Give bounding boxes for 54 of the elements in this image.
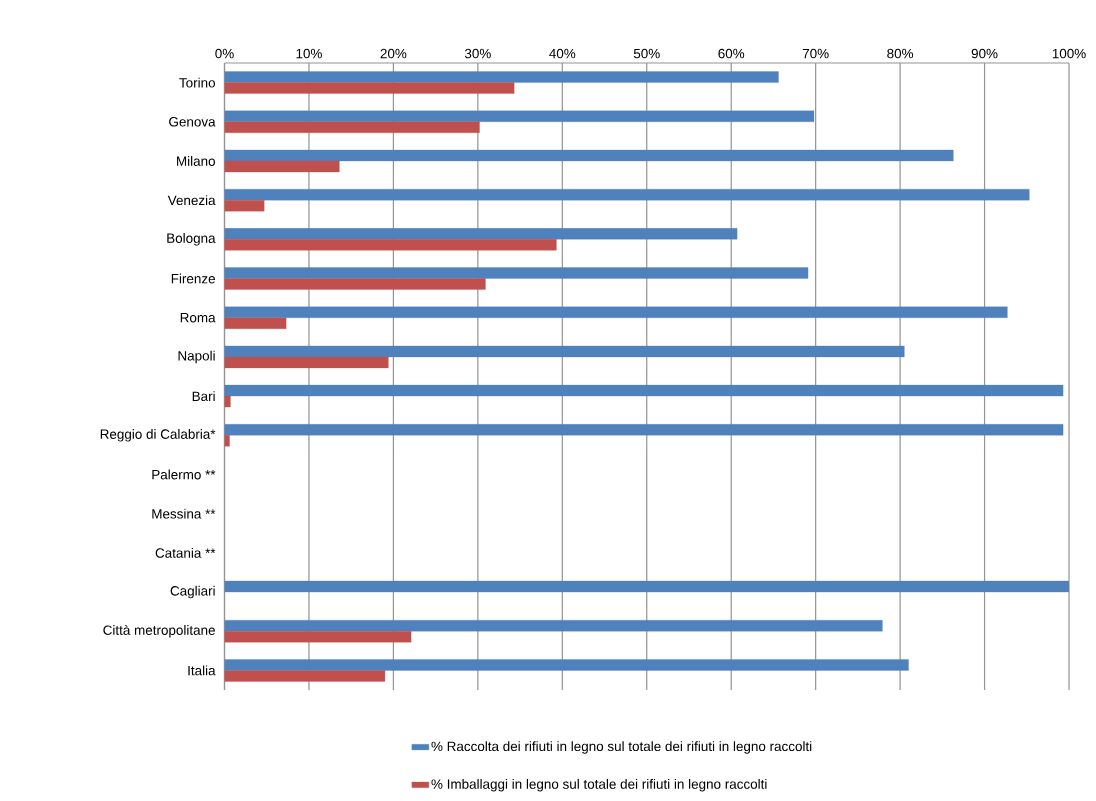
y-tick-label: Milano — [177, 156, 215, 166]
x-tick-label: 70% — [802, 48, 829, 59]
legend-label: % Imballaggi in legno sul totale dei rifiuti in legno raccolti — [431, 778, 767, 792]
x-tick-label: 30% — [464, 48, 491, 59]
bar — [224, 659, 909, 671]
y-tick-label: Palermo ** — [152, 469, 216, 480]
bar — [224, 110, 815, 122]
bar — [224, 278, 486, 290]
bar — [224, 71, 779, 83]
y-tick-label: Italia — [188, 665, 216, 676]
bar — [224, 317, 287, 329]
x-tick-label: 40% — [549, 48, 576, 59]
bar — [224, 345, 905, 358]
bar — [224, 121, 480, 133]
bar — [224, 189, 1030, 201]
y-tick-label: Reggio di Calabria* — [100, 429, 216, 442]
bar — [224, 670, 386, 682]
y-tick-label: Napoli — [178, 350, 215, 364]
x-tick-label: 60% — [718, 48, 745, 59]
bar — [224, 424, 1064, 436]
bar — [224, 82, 515, 94]
y-tick-label: Firenze — [171, 273, 215, 284]
bar — [224, 267, 809, 279]
bar — [224, 306, 1008, 318]
x-tick-label: 100% — [1052, 48, 1086, 59]
y-tick-label: Catania ** — [155, 547, 216, 558]
y-tick-label: Torino — [179, 77, 216, 88]
y-tick-label: Messina ** — [152, 508, 216, 519]
bar — [224, 395, 231, 408]
x-tick-label: 0% — [215, 48, 234, 59]
y-tick-label: Genova — [169, 117, 216, 127]
bar — [224, 580, 1070, 593]
y-tick-label: Cagliari — [170, 585, 215, 599]
x-tick-label: 90% — [971, 48, 998, 59]
y-tick-label: Venezia — [167, 195, 216, 206]
legend-label: % Raccolta dei rifiuti in legno sul totale dei rifiuti in legno raccolti — [431, 741, 812, 754]
bar — [224, 149, 954, 162]
bar — [224, 620, 883, 632]
bar — [224, 384, 1064, 397]
bar — [224, 239, 557, 251]
y-tick-label: Bologna — [167, 233, 216, 246]
bar — [224, 435, 230, 447]
x-tick-label: 10% — [296, 48, 322, 59]
bar — [224, 228, 738, 240]
x-tick-label: 80% — [887, 48, 914, 59]
bar — [224, 631, 412, 643]
bar — [224, 160, 340, 173]
y-tick-label: Città metropolitane — [103, 624, 215, 638]
x-tick-label: 20% — [380, 48, 407, 59]
y-tick-label: Bari — [192, 391, 215, 402]
y-tick-label: Roma — [180, 313, 216, 323]
bar — [224, 200, 265, 212]
bar — [224, 356, 389, 369]
x-tick-label: 50% — [633, 48, 660, 59]
